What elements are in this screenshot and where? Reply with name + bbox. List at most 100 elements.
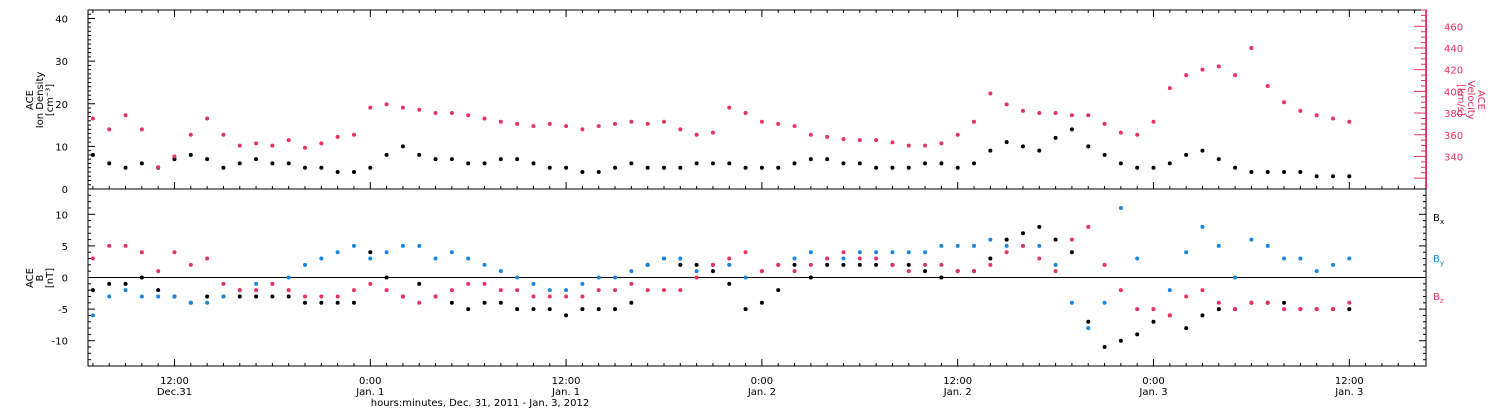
point-velocity [286, 138, 291, 143]
point-density [792, 161, 797, 166]
point-by [547, 288, 552, 293]
point-density [515, 157, 520, 162]
point-bz [547, 294, 552, 299]
point-bz [645, 288, 650, 293]
legend-by-main: B [1433, 254, 1440, 265]
point-velocity [90, 116, 95, 121]
point-by [808, 250, 813, 255]
point-by [1282, 256, 1287, 261]
point-by [1216, 243, 1221, 248]
point-density [335, 169, 340, 174]
point-density [710, 161, 715, 166]
point-velocity [776, 121, 781, 126]
point-by [156, 294, 161, 299]
point-bz [759, 269, 764, 274]
point-velocity [678, 127, 683, 132]
point-density [221, 165, 226, 170]
bottom-left-ylabel-line3: [nT] [45, 268, 56, 288]
point-by [955, 243, 960, 248]
point-bz [1151, 307, 1156, 312]
point-velocity [972, 119, 977, 124]
point-velocity [1053, 111, 1058, 116]
point-bx [580, 307, 585, 312]
point-velocity [1004, 102, 1009, 107]
point-velocity [205, 116, 210, 121]
point-bz [1200, 288, 1205, 293]
data-points [90, 45, 1352, 350]
legend-bz-main: B [1433, 292, 1440, 303]
point-velocity [1347, 119, 1352, 124]
point-density [531, 161, 536, 166]
point-bx [1020, 231, 1025, 236]
point-density [1298, 169, 1303, 174]
point-velocity [874, 138, 879, 143]
point-by [449, 250, 454, 255]
point-density [449, 157, 454, 162]
point-density [759, 165, 764, 170]
point-density [139, 161, 144, 166]
point-by [1053, 262, 1058, 267]
point-density [727, 161, 732, 166]
top-left-ytick-label: 10 [55, 142, 68, 153]
point-bz [270, 281, 275, 286]
point-bx [988, 256, 993, 261]
point-by [1086, 326, 1091, 331]
point-density [1347, 174, 1352, 179]
point-velocity [613, 121, 618, 126]
point-by [906, 250, 911, 255]
point-by [107, 294, 112, 299]
point-velocity [1184, 73, 1189, 78]
point-bx [107, 281, 112, 286]
point-bx [613, 307, 618, 312]
point-bz [384, 288, 389, 293]
point-by [1298, 256, 1303, 261]
point-bz [319, 294, 324, 299]
point-velocity [629, 119, 634, 124]
point-bz [172, 250, 177, 255]
point-bz [1102, 262, 1107, 267]
point-density [1233, 165, 1238, 170]
point-bz [727, 256, 732, 261]
point-velocity [384, 102, 389, 107]
point-bx [906, 262, 911, 267]
point-bz [400, 294, 405, 299]
point-density [237, 161, 242, 166]
point-bz [743, 250, 748, 255]
bottom-ytick-label: 0 [62, 274, 68, 285]
point-density [564, 165, 569, 170]
point-density [1102, 152, 1107, 157]
point-velocity [890, 140, 895, 145]
point-density [90, 152, 95, 157]
top-left-ylabel-line2: Ion Density [35, 72, 46, 129]
top-right-ytick-label: 360 [1444, 131, 1463, 142]
point-density [417, 152, 422, 157]
point-bx [515, 307, 520, 312]
point-density [776, 165, 781, 170]
top-left-ytick-label: 40 [55, 15, 68, 26]
point-bx [303, 300, 308, 305]
x-tick-time-2: 12:00 [552, 376, 581, 387]
point-by [629, 269, 634, 274]
point-bx [1037, 224, 1042, 229]
point-by [188, 300, 193, 305]
point-bz [857, 256, 862, 261]
point-bz [1037, 256, 1042, 261]
point-bx [547, 307, 552, 312]
point-bz [564, 294, 569, 299]
point-bx [596, 307, 601, 312]
point-bz [335, 294, 340, 299]
point-density [1282, 169, 1287, 174]
point-velocity [792, 124, 797, 129]
point-bx [319, 300, 324, 305]
point-velocity [351, 132, 356, 137]
point-by [596, 275, 601, 280]
point-by [743, 275, 748, 280]
point-density [254, 157, 259, 162]
point-by [1167, 288, 1172, 293]
point-velocity [1216, 64, 1221, 69]
point-density [1053, 135, 1058, 140]
point-bx [710, 269, 715, 274]
point-by [988, 237, 993, 242]
point-density [808, 157, 813, 162]
point-density [400, 144, 405, 149]
